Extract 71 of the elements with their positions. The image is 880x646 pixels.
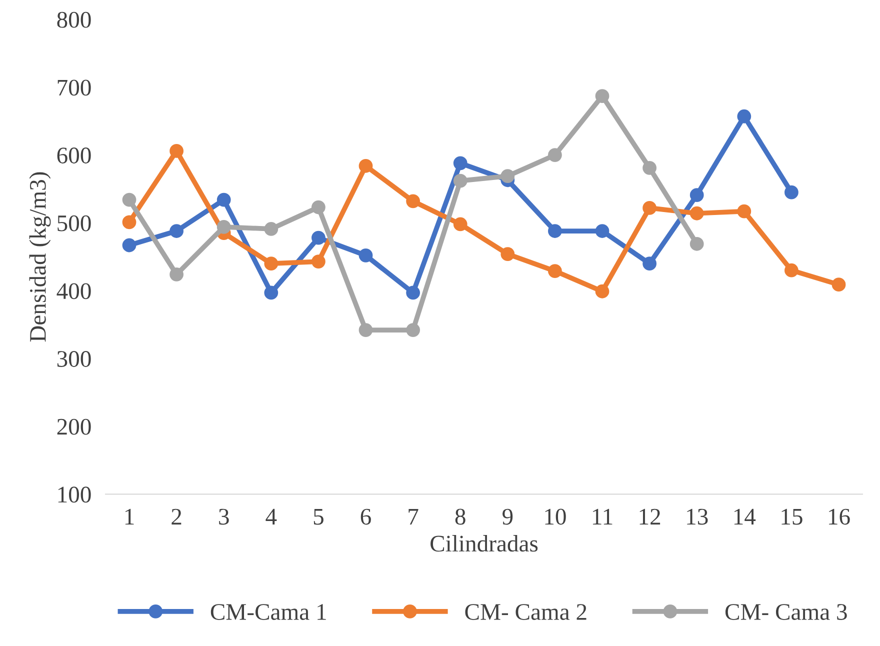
point [406,194,420,208]
point [216,192,231,207]
point [264,256,278,271]
x-tick-label: 3 [219,508,229,525]
x-tick-label: 8 [455,508,466,525]
point [312,230,326,245]
point [737,109,752,124]
point [453,174,468,188]
y-axis-title: Densidad (kg/m3) [29,172,51,342]
y-tick-label: 200 [57,418,91,435]
x-tick-label: 13 [687,508,708,525]
point [358,323,373,337]
point [358,248,373,262]
point [453,156,468,170]
legend-label: CM-Cama 1 [210,604,326,620]
x-tick-label: 14 [734,508,756,524]
point [312,254,326,268]
y-tick-label: 400 [56,283,91,300]
point [170,267,184,282]
y-tick-label: 500 [58,215,91,232]
point [595,284,610,298]
point [122,192,136,207]
point [548,264,562,278]
point [500,169,515,184]
point [784,185,798,200]
point [548,224,562,238]
legend-label: CM- Cama 2 [465,604,586,620]
point [264,222,278,236]
x-tick-label: 4 [266,508,277,524]
point [548,148,562,162]
y-tick-label: 700 [58,80,91,96]
point [122,215,136,230]
point [122,238,136,252]
point [453,217,468,232]
x-tick-label: 11 [592,508,612,524]
x-tick-label: 5 [314,509,324,525]
x-tick-label: 10 [545,508,566,525]
point [500,247,515,262]
point [832,278,846,292]
y-tick-label: 300 [57,351,91,367]
point [642,201,656,215]
y-tick-label: 600 [57,148,91,164]
point [170,144,184,158]
point [690,236,704,251]
point [406,323,420,337]
x-tick-label: 12 [640,508,660,524]
point [170,224,184,238]
point [358,158,373,173]
point [595,89,610,103]
y-tick-label: 800 [57,12,91,28]
point [595,224,610,238]
x-tick-label: 16 [829,508,850,525]
point [312,200,326,214]
x-tick-label: 2 [172,508,182,524]
x-tick-label: 1 [125,508,134,524]
x-tick-label: 15 [782,508,802,525]
point [690,188,704,202]
x-axis-title: Cilindradas [430,535,538,552]
point [264,286,278,300]
x-tick-label: 9 [502,508,513,525]
point [784,263,798,278]
x-tick-label: 7 [408,509,418,524]
point [216,220,231,234]
point [690,206,704,220]
point [737,204,752,218]
legend-label: CM- Cama 3 [725,604,847,620]
y-tick-label: 100 [58,486,91,503]
point [406,286,420,300]
x-tick-label: 6 [360,508,371,525]
point [642,256,656,271]
point [642,160,656,175]
